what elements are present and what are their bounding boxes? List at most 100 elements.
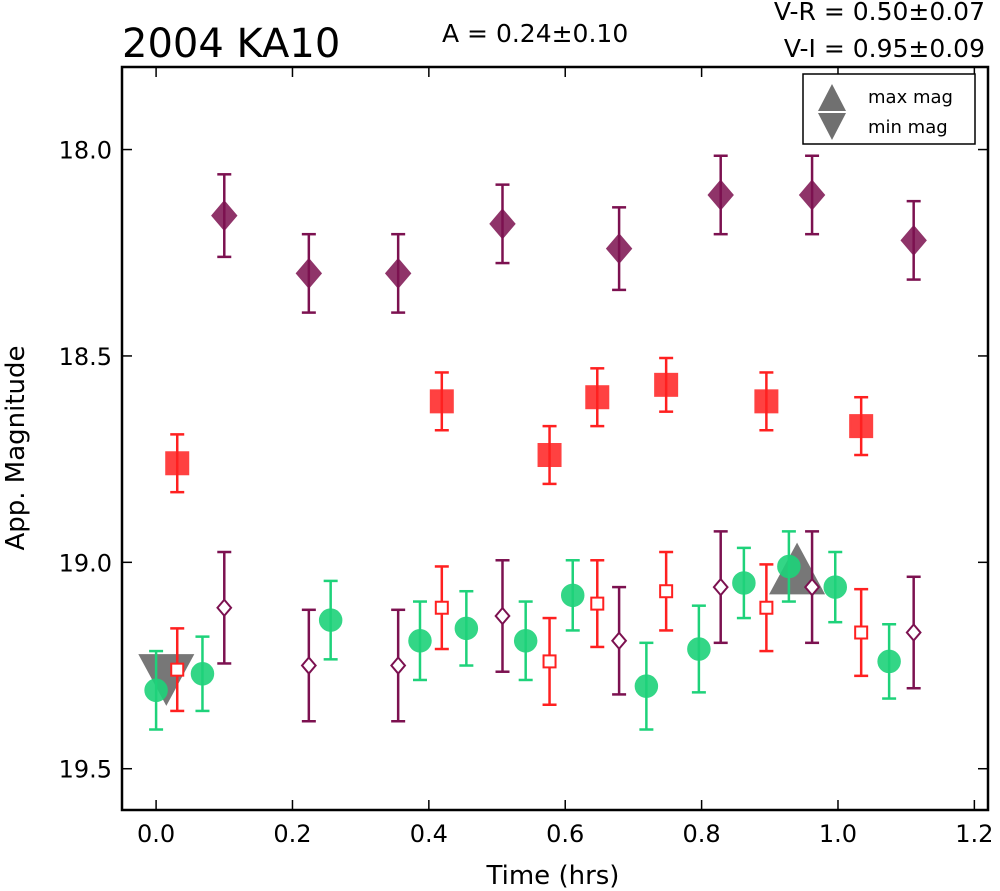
circle-marker	[823, 575, 848, 599]
data-point-v	[687, 604, 711, 694]
data-point-v	[144, 649, 168, 731]
circle-marker	[408, 629, 432, 653]
x-tick-label: 0.2	[273, 820, 311, 848]
min-mag-marker	[138, 654, 195, 706]
square-marker	[170, 662, 185, 677]
legend: max mag min mag	[802, 73, 976, 145]
data-point-r-v-r-shifted-	[585, 367, 610, 428]
circle-marker	[732, 571, 756, 595]
diamond-marker	[494, 606, 511, 626]
y-tick-label: 18.0	[59, 137, 112, 165]
data-point-i-v-i-shifted-	[900, 199, 927, 281]
data-point-v	[823, 550, 848, 624]
circle-marker	[777, 554, 801, 579]
circle-marker	[877, 649, 901, 674]
data-point-v	[732, 546, 756, 620]
x-tick-label: 0.4	[410, 820, 448, 848]
legend-label-min: min mag	[868, 117, 948, 138]
square-marker	[849, 414, 874, 439]
data-marks	[138, 154, 927, 731]
data-point-v	[560, 559, 585, 632]
diamond-marker	[216, 598, 233, 618]
min-mag-triangle-icon	[818, 113, 846, 140]
plot-frame	[120, 65, 990, 812]
data-point-i	[712, 530, 729, 645]
y-tick-label: 19.0	[59, 549, 112, 577]
data-point-v	[513, 600, 538, 682]
data-point-v	[634, 641, 659, 731]
legend-label-max: max mag	[868, 87, 953, 108]
data-point-r	[659, 550, 674, 632]
square-marker	[434, 600, 449, 615]
data-point-r-v-r-shifted-	[537, 424, 562, 486]
square-marker	[754, 389, 779, 414]
diamond-marker	[707, 179, 734, 211]
data-point-i	[905, 575, 922, 690]
x-tick-label: 1.0	[819, 820, 857, 848]
square-marker	[759, 600, 774, 615]
diamond-marker	[605, 233, 633, 265]
data-point-i	[494, 559, 511, 673]
circle-marker	[560, 583, 585, 608]
data-point-v	[777, 530, 801, 603]
circle-marker	[190, 662, 215, 686]
v-i-color-label: V-I = 0.95±0.09	[784, 34, 985, 63]
diamond-marker	[803, 577, 821, 597]
square-marker	[165, 451, 190, 476]
x-tick-label: 0.0	[137, 820, 175, 848]
circle-marker	[687, 637, 711, 661]
data-point-v	[877, 623, 901, 700]
data-point-i-v-i-shifted-	[489, 183, 516, 265]
circle-marker	[144, 678, 168, 703]
data-point-i-v-i-shifted-	[798, 154, 826, 236]
square-marker	[537, 443, 562, 468]
data-point-r-v-r-shifted-	[849, 395, 874, 457]
square-marker	[429, 389, 454, 414]
diamond-marker	[798, 179, 826, 211]
diamond-marker	[900, 224, 927, 256]
amplitude-label: A = 0.24±0.10	[442, 19, 628, 48]
data-point-r-v-r-shifted-	[165, 433, 190, 494]
x-tick-label: 0.8	[683, 820, 721, 848]
diamond-marker	[384, 257, 412, 289]
data-point-v	[408, 600, 432, 682]
chart-title: 2004 KA10	[122, 21, 340, 67]
diamond-marker	[300, 655, 317, 676]
data-point-i-v-i-shifted-	[707, 154, 734, 236]
data-point-i	[610, 585, 628, 696]
square-marker	[585, 385, 610, 410]
data-point-i-v-i-shifted-	[384, 232, 412, 314]
data-point-r	[542, 616, 557, 706]
data-point-r-v-r-shifted-	[754, 371, 779, 432]
circle-marker	[318, 608, 343, 632]
data-point-v	[454, 589, 479, 667]
diamond-marker	[712, 577, 729, 597]
data-point-r-v-r-shifted-	[429, 371, 454, 432]
square-marker	[654, 372, 679, 397]
v-r-color-label: V-R = 0.50±0.07	[774, 0, 985, 26]
x-tick-label: 0.6	[546, 820, 584, 848]
data-point-r-v-r-shifted-	[654, 356, 679, 413]
diamond-marker	[211, 200, 238, 232]
circle-marker	[454, 616, 479, 641]
x-axis-title: Time (hrs)	[486, 861, 620, 891]
diamond-marker	[390, 655, 407, 676]
x-tick-label: 1.2	[955, 820, 993, 848]
circle-marker	[634, 674, 659, 698]
diamond-marker	[905, 622, 922, 643]
square-marker	[659, 584, 674, 599]
square-marker	[590, 596, 605, 611]
data-point-i	[390, 608, 407, 723]
y-axis-title: App. Magnitude	[1, 345, 31, 550]
data-point-i	[300, 608, 317, 723]
data-point-i-v-i-shifted-	[295, 232, 323, 314]
square-marker	[542, 654, 557, 669]
axes: 0.0 0.2 0.4 0.6 0.8 1.0 1.2 18.0 18.5 19.0 19.5	[59, 67, 993, 848]
data-point-r	[759, 563, 774, 653]
max-mag-triangle-icon	[818, 84, 846, 111]
circle-marker	[513, 629, 538, 653]
data-point-v	[318, 579, 343, 661]
diamond-marker	[489, 208, 516, 240]
